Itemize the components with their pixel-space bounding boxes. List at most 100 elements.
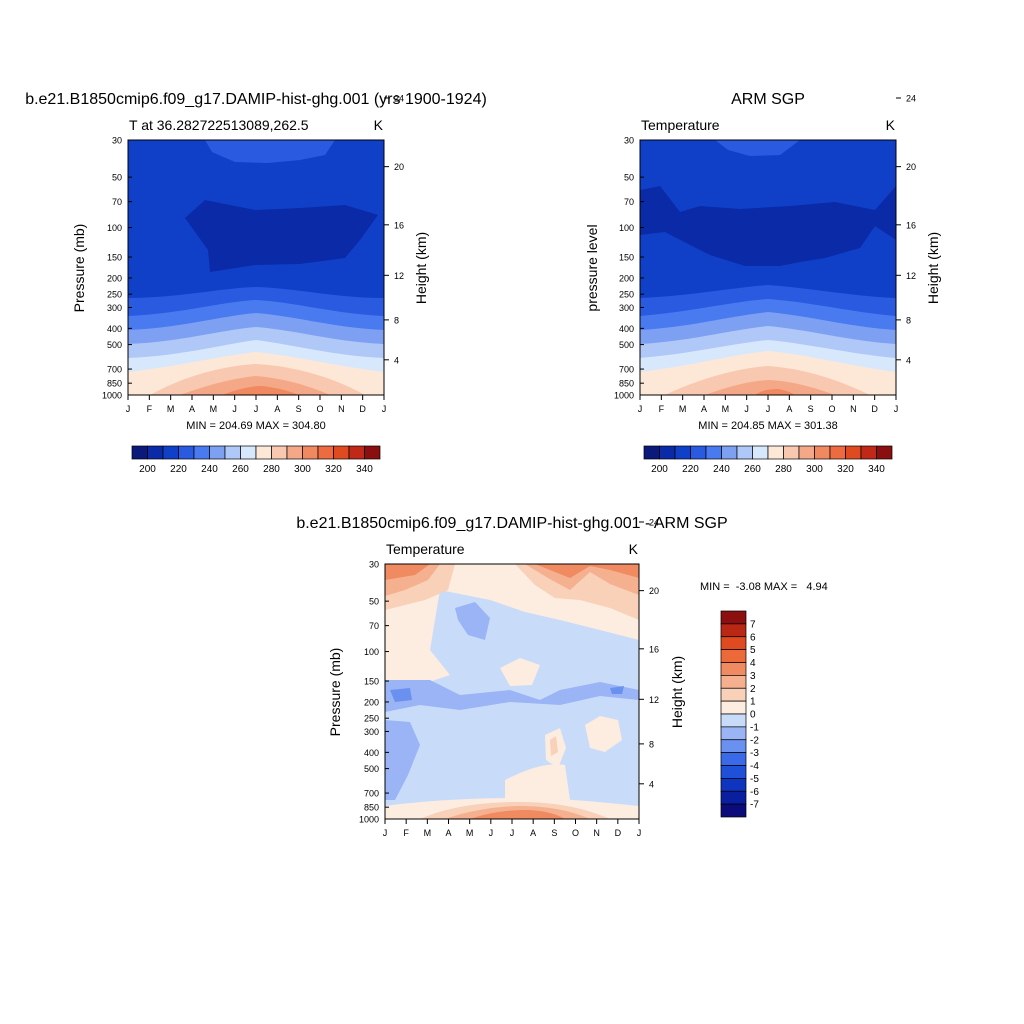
pressure-tick-label: 1000 <box>359 815 379 825</box>
contour-band <box>222 386 298 395</box>
colorbar-swatch <box>720 700 747 715</box>
month-tick-label: N <box>593 828 600 838</box>
colorbar-label: 200 <box>139 464 156 475</box>
pressure-tick-label: 850 <box>364 803 379 813</box>
contour-band <box>550 736 558 756</box>
colorbar-swatch <box>643 445 660 460</box>
pressure-tick-label: 250 <box>619 290 634 300</box>
month-tick-label: M <box>466 828 474 838</box>
month-tick-label: D <box>871 404 878 414</box>
colorbar-label: 220 <box>682 464 699 475</box>
month-tick-label: A <box>189 404 195 414</box>
contour-band <box>715 140 800 156</box>
colorbar-swatch <box>317 445 334 460</box>
colorbar-swatch <box>767 445 784 460</box>
pressure-tick-label: 500 <box>364 764 379 774</box>
pressure-tick-label: 700 <box>364 789 379 799</box>
colorbar-label: 320 <box>837 464 854 475</box>
colorbar-swatch <box>720 790 747 805</box>
panel3-left-string: Temperature <box>386 541 465 557</box>
contour-band <box>470 810 565 819</box>
panel1-title: b.e21.B1850cmip6.f09_g17.DAMIP-hist-ghg.… <box>25 91 487 108</box>
month-tick-label: J <box>489 828 494 838</box>
colorbar-swatch <box>752 445 769 460</box>
panel2-pressure-axis: 30 50 70 100 150 200 250 300 400 500 700 850 1000 <box>614 136 644 401</box>
pressure-tick-label: 70 <box>112 197 122 207</box>
pressure-tick-label: 700 <box>107 365 122 375</box>
month-tick-label: M <box>210 404 218 414</box>
month-tick-label: A <box>274 404 280 414</box>
pressure-tick-label: 50 <box>369 597 379 607</box>
month-tick-label: J <box>254 404 259 414</box>
pressure-tick-label: 150 <box>619 253 634 263</box>
colorbar-swatch <box>720 675 747 689</box>
colorbar-swatch <box>845 445 862 460</box>
colorbar-label: 240 <box>201 464 218 475</box>
pressure-tick-label: 850 <box>619 379 634 389</box>
contour-band <box>500 658 540 686</box>
pressure-tick-label: 1000 <box>102 391 122 401</box>
colorbar-swatch <box>876 445 893 460</box>
panel-diff: b.e21.B1850cmip6.f09_g17.DAMIP-hist-ghg.… <box>296 515 827 838</box>
colorbar-label: 340 <box>356 464 373 475</box>
month-tick-label: N <box>338 404 345 414</box>
colorbar-label: 2 <box>750 684 756 695</box>
month-tick-label: J <box>637 828 642 838</box>
contour-band <box>385 680 639 712</box>
month-tick-label: J <box>126 404 131 414</box>
colorbar-label: -7 <box>750 800 759 811</box>
colorbar-swatch <box>674 445 691 460</box>
colorbar-label: 7 <box>750 619 756 630</box>
month-tick-label: S <box>551 828 557 838</box>
colorbar-label: 0 <box>750 710 756 721</box>
colorbar-swatch <box>286 445 303 460</box>
colorbar-swatch <box>720 765 747 779</box>
colorbar-swatch <box>364 445 381 460</box>
colorbar-swatch <box>783 445 800 460</box>
colorbar-label: 5 <box>750 645 756 656</box>
colorbar-swatch <box>736 445 753 460</box>
contour-band <box>525 564 639 595</box>
colorbar-swatch <box>720 726 747 741</box>
colorbar-swatch <box>720 610 747 625</box>
colorbar-swatch <box>720 713 747 728</box>
contour-band <box>705 380 835 395</box>
panel1-units: K <box>374 117 384 133</box>
colorbar-swatch <box>720 739 747 753</box>
colorbar-swatch <box>720 662 747 676</box>
panel1-ylabel-right: Height (km) <box>413 232 429 304</box>
colorbar-swatch <box>720 623 747 638</box>
colorbar-swatch <box>659 445 676 460</box>
month-tick-label: A <box>445 828 451 838</box>
month-tick-label: S <box>296 404 302 414</box>
panel3-stats: MIN = -3.08 MAX = 4.94 <box>700 581 828 593</box>
contour-band <box>180 376 330 395</box>
contour-band <box>385 564 430 580</box>
colorbar-label: -3 <box>750 748 759 759</box>
contour-band <box>505 764 570 800</box>
colorbar-swatch <box>162 445 179 460</box>
panel3-ylabel: Pressure (mb) <box>327 648 343 737</box>
pressure-tick-label: 30 <box>624 136 634 146</box>
pressure-tick-label: 300 <box>107 303 122 313</box>
panel1-colorbar: 200 220 240 260 280 300 320 340 <box>131 445 381 475</box>
colorbar-label: 340 <box>868 464 885 475</box>
colorbar-swatch <box>690 445 707 460</box>
colorbar-label: -6 <box>750 787 759 798</box>
month-tick-label: M <box>424 828 432 838</box>
pressure-tick-label: 400 <box>364 748 379 758</box>
colorbar-label: 300 <box>294 464 311 475</box>
pressure-tick-label: 70 <box>624 197 634 207</box>
height-tick-label: 24 <box>394 93 404 103</box>
colorbar-swatch <box>147 445 164 460</box>
pressure-tick-label: 100 <box>364 647 379 657</box>
height-tick-label: 16 <box>906 220 916 230</box>
pressure-tick-label: 200 <box>364 697 379 707</box>
month-tick-label: F <box>659 404 665 414</box>
pressure-tick-label: 30 <box>112 136 122 146</box>
height-tick-label: 16 <box>649 644 659 654</box>
panel3-title: b.e21.B1850cmip6.f09_g17.DAMIP-hist-ghg.… <box>296 515 727 532</box>
colorbar-swatch <box>271 445 288 460</box>
pressure-tick-label: 850 <box>107 379 122 389</box>
